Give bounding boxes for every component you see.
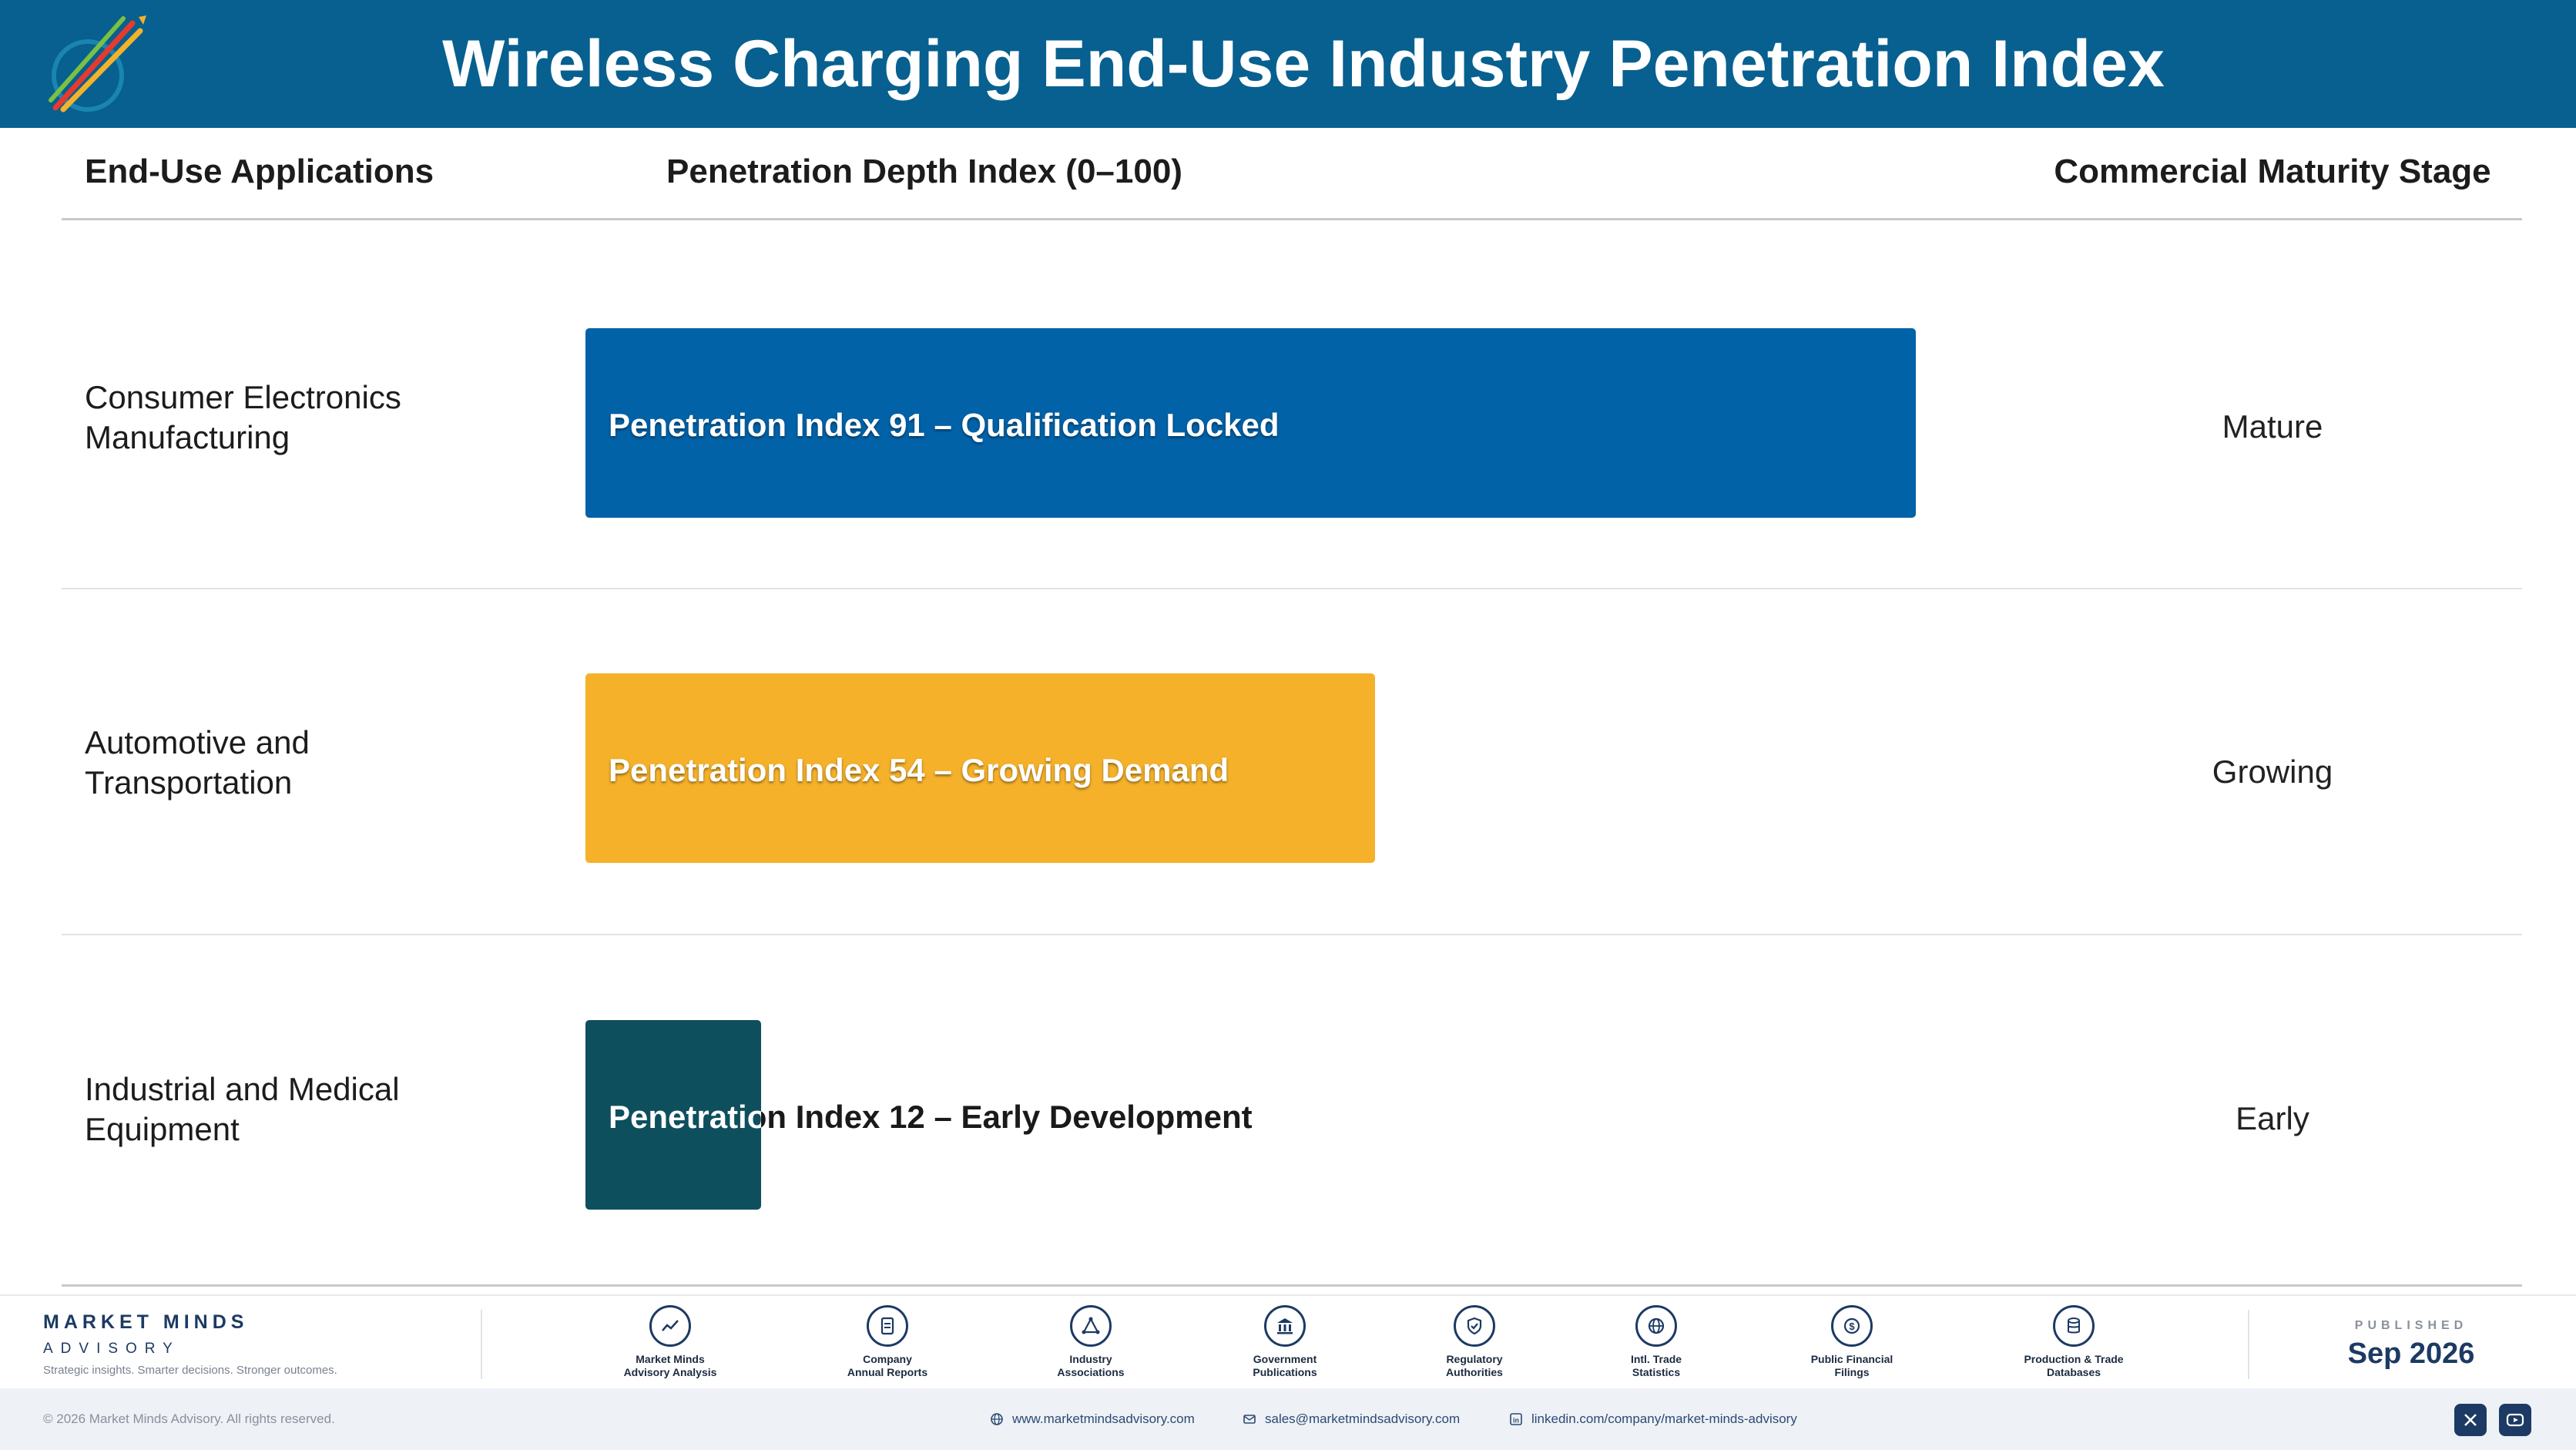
rocket-logo-icon	[49, 15, 146, 112]
header-banner: Wireless Charging End-Use Industry Penet…	[0, 0, 2576, 128]
row-label-line: Automotive and	[85, 724, 310, 760]
bar-label-industrial-medical: Penetration Index 12 – Early Development	[609, 1099, 1253, 1135]
youtube-social-button[interactable]	[2499, 1404, 2531, 1436]
bar-label-consumer-electronics: Penetration Index 91 – Qualification Loc…	[609, 407, 1280, 443]
bar-industrial-medical	[585, 1020, 761, 1210]
brand-name: MARKET MINDS	[43, 1311, 249, 1333]
source-production-databases: Production & Trade Databases	[1997, 1305, 2151, 1379]
x-icon	[2464, 1414, 2477, 1426]
table-bottom-divider	[62, 1284, 2522, 1287]
linkedin-text: linkedin.com/company/market-minds-adviso…	[1531, 1411, 1797, 1426]
website-text: www.marketmindsadvisory.com	[1012, 1411, 1195, 1426]
source-annual-reports: Company Annual Reports	[810, 1305, 964, 1379]
x-social-button[interactable]	[2454, 1404, 2487, 1436]
shield-icon	[1454, 1305, 1495, 1347]
linkedin-icon: in	[1510, 1413, 1522, 1425]
email-link[interactable]: sales@marketmindsadvisory.com	[1242, 1411, 1460, 1427]
row-label-automotive: Automotive and Transportation	[85, 723, 547, 803]
globe-icon	[1635, 1305, 1677, 1347]
row-label-industrial-medical: Industrial and Medical Equipment	[85, 1069, 547, 1150]
source-label: Public Financial	[1810, 1353, 1893, 1365]
row-divider	[62, 588, 2522, 589]
source-market-minds: Market Minds Advisory Analysis	[593, 1305, 747, 1379]
row-divider	[62, 934, 2522, 935]
footer-bottom-bar: © 2026 Market Minds Advisory. All rights…	[0, 1388, 2576, 1450]
stage-industrial-medical: Early	[2236, 1100, 2309, 1136]
linkedin-link[interactable]: in linkedin.com/company/market-minds-adv…	[1508, 1411, 1797, 1427]
bar-label-automotive: Penetration Index 54 – Growing Demand	[609, 752, 1229, 788]
source-label: Market Minds	[636, 1353, 705, 1365]
document-icon	[867, 1305, 908, 1347]
source-trade-statistics: Intl. Trade Statistics	[1579, 1305, 1733, 1379]
column-header-stage: Commercial Maturity Stage	[2054, 153, 2491, 190]
source-label: Publications	[1253, 1366, 1317, 1378]
footer-divider	[2248, 1310, 2249, 1379]
email-text: sales@marketmindsadvisory.com	[1265, 1411, 1461, 1426]
row-label-consumer-electronics: Consumer Electronics Manufacturing	[85, 378, 547, 458]
youtube-icon	[2506, 1413, 2524, 1427]
stage-automotive: Growing	[2212, 754, 2333, 790]
globe-icon	[991, 1413, 1003, 1425]
row-label-line: Manufacturing	[85, 419, 290, 455]
column-header-applications: End-Use Applications	[85, 153, 434, 190]
source-label: Statistics	[1632, 1366, 1681, 1378]
bank-icon	[1264, 1305, 1306, 1347]
copyright-text: © 2026 Market Minds Advisory. All rights…	[43, 1411, 335, 1426]
dollar-icon: $	[1831, 1305, 1873, 1347]
source-label: Industry	[1069, 1353, 1112, 1365]
header-divider	[62, 218, 2522, 220]
row-label-line: Industrial and Medical	[85, 1071, 400, 1107]
brand-tagline: Strategic insights. Smarter decisions. S…	[43, 1364, 337, 1377]
published-date: Sep 2026	[2347, 1338, 2475, 1370]
bar-automotive	[585, 673, 1375, 863]
source-label: Regulatory	[1446, 1353, 1503, 1365]
source-government-publications: Government Publications	[1208, 1305, 1362, 1379]
source-label: Associations	[1057, 1366, 1125, 1378]
source-label: Production & Trade	[2024, 1353, 2124, 1365]
trend-chart-icon	[649, 1305, 691, 1347]
mail-icon	[1243, 1415, 1256, 1424]
source-label: Government	[1253, 1353, 1317, 1365]
source-label: Advisory Analysis	[623, 1366, 717, 1378]
source-industry-associations: Industry Associations	[1014, 1305, 1168, 1379]
network-icon	[1070, 1305, 1112, 1347]
source-label: Filings	[1834, 1366, 1870, 1378]
column-header-index: Penetration Depth Index (0–100)	[666, 153, 1182, 190]
bar-consumer-electronics	[585, 328, 1916, 518]
page-title: Wireless Charging End-Use Industry Penet…	[442, 27, 2165, 101]
published-label: PUBLISHED	[2354, 1319, 2468, 1332]
source-label: Annual Reports	[847, 1366, 928, 1378]
source-label: Authorities	[1446, 1366, 1503, 1378]
row-label-line: Transportation	[85, 764, 293, 801]
brand-subtitle: ADVISORY	[43, 1341, 180, 1357]
source-regulatory-authorities: Regulatory Authorities	[1397, 1305, 1551, 1379]
source-label: Company	[863, 1353, 912, 1365]
source-label: Databases	[2046, 1366, 2101, 1378]
svg-text:in: in	[1513, 1417, 1519, 1425]
row-label-line: Equipment	[85, 1111, 240, 1147]
stage-consumer-electronics: Mature	[2222, 408, 2323, 445]
footer-divider	[481, 1310, 482, 1379]
source-financial-filings: $ Public Financial Filings	[1775, 1305, 1929, 1379]
row-label-line: Consumer Electronics	[85, 379, 401, 415]
svg-text:$: $	[1849, 1321, 1855, 1332]
source-label: Intl. Trade	[1630, 1353, 1682, 1365]
footer: MARKET MINDS ADVISORY Strategic insights…	[0, 1294, 2576, 1388]
database-icon	[2053, 1305, 2095, 1347]
website-link[interactable]: www.marketmindsadvisory.com	[989, 1411, 1195, 1427]
